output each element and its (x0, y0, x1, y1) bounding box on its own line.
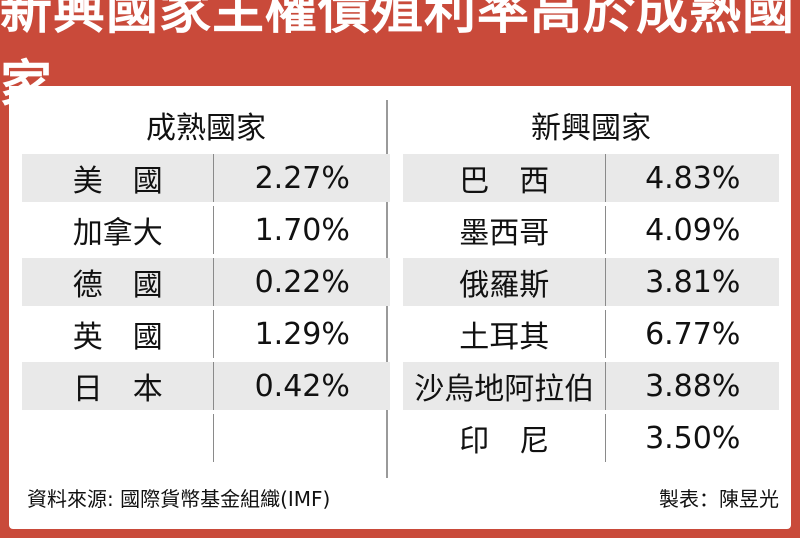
table-row: 德 國 0.22% (22, 258, 390, 306)
table-row: 沙烏地阿拉伯 3.88% (403, 362, 779, 410)
yield-value (214, 414, 390, 462)
country-name: 印 尼 (403, 414, 607, 462)
table-row: 墨西哥 4.09% (403, 206, 779, 254)
country-name: 巴 西 (403, 154, 607, 202)
country-name: 日 本 (22, 362, 215, 410)
table-row: 土耳其 6.77% (403, 310, 779, 358)
yield-value: 0.22% (254, 264, 350, 300)
yield-value: 2.27% (254, 160, 350, 196)
country-name: 英 國 (22, 310, 215, 358)
page-title: 新興國家主權債殖利率高於成熟國家 (0, 0, 800, 116)
table-row: 加拿大 1.70% (22, 206, 390, 254)
country-name: 加拿大 (22, 206, 215, 254)
country-name: 沙烏地阿拉伯 (403, 362, 607, 410)
yield-value: 3.81% (645, 264, 741, 300)
credit-note: 製表：陳昱光 (659, 486, 779, 511)
yield-value: 1.29% (254, 316, 350, 352)
table-row: 英 國 1.29% (22, 310, 390, 358)
yield-value: 1.70% (254, 212, 350, 248)
yield-value: 0.42% (254, 368, 350, 404)
country-name: 俄羅斯 (403, 258, 607, 306)
yield-value: 6.77% (645, 316, 741, 352)
table-row: 俄羅斯 3.81% (403, 258, 779, 306)
yield-value: 4.83% (645, 160, 741, 196)
yield-value: 4.09% (645, 212, 741, 248)
table-row: 印 尼 3.50% (403, 414, 779, 462)
table-row: 巴 西 4.83% (403, 154, 779, 202)
table-row: 美 國 2.27% (22, 154, 390, 202)
country-name: 美 國 (22, 154, 215, 202)
yield-value: 3.88% (645, 368, 741, 404)
source-note: 資料來源: 國際貨幣基金組織(IMF) (27, 486, 331, 511)
table-row: 日 本 0.42% (22, 362, 390, 410)
country-name: 墨西哥 (403, 206, 607, 254)
emerging-heading: 新興國家 (531, 111, 651, 146)
yield-value: 3.50% (645, 420, 741, 456)
table-panel: 成熟國家 新興國家 美 國 2.27% 加拿大 1.70% 德 國 0.22% … (9, 86, 791, 529)
country-name: 土耳其 (403, 310, 607, 358)
developed-heading: 成熟國家 (146, 111, 266, 146)
country-name: 德 國 (22, 258, 215, 306)
table-row (22, 414, 390, 462)
country-name (22, 414, 215, 462)
